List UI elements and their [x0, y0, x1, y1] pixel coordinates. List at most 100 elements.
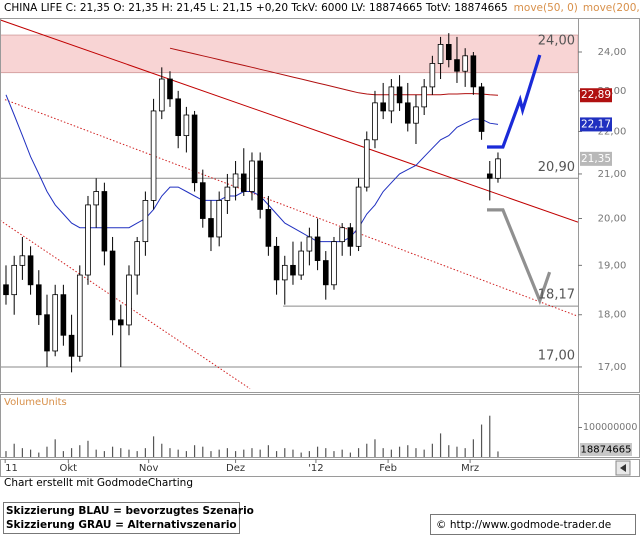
candle-body — [298, 250, 304, 276]
candle-body — [19, 255, 26, 266]
legend-gray: Skizzierung GRAU = Alternativszenario — [6, 519, 237, 531]
x-tick-label: Mrz — [461, 463, 479, 474]
candle-body — [109, 250, 116, 321]
value-box-label: 21,35 — [581, 153, 611, 165]
scenario — [487, 208, 552, 306]
candle-body — [183, 114, 190, 137]
y-tick-label: 24,00 — [598, 47, 627, 58]
legend-box — [3, 502, 240, 534]
candle-body — [273, 245, 280, 281]
candle-body — [117, 319, 124, 326]
candle-body — [68, 334, 75, 357]
candle-body — [199, 182, 206, 219]
y-tick-label: 17,00 — [598, 362, 627, 373]
level-label: 17,00 — [538, 348, 575, 363]
candle-body — [462, 55, 468, 72]
candle-body — [158, 78, 165, 112]
candle-body — [175, 98, 181, 137]
value-box-label: 18874665 — [581, 445, 632, 456]
candle-body — [290, 264, 296, 276]
candle-body — [240, 173, 247, 192]
x-tick-label: 11 — [5, 463, 18, 474]
candle-body — [355, 186, 362, 247]
candle-body — [126, 274, 132, 326]
candle-body — [322, 260, 329, 286]
value-box — [580, 151, 612, 166]
x-tick-label: Okt — [60, 463, 78, 474]
candle-body — [150, 110, 157, 201]
y-tick-label: 100000000 — [583, 422, 637, 433]
candle-body — [486, 173, 493, 179]
candle-body — [413, 106, 419, 124]
candle-body — [76, 274, 83, 357]
candle-body — [372, 102, 378, 141]
trendline — [1, 19, 578, 223]
scenario — [487, 54, 542, 149]
value-box — [580, 443, 632, 456]
y-tick-label: 19,00 — [598, 260, 627, 271]
candle-body — [11, 264, 17, 296]
legend-entry: move(200, 0) — [583, 2, 640, 14]
x-tick-label: Nov — [139, 463, 159, 474]
candle-body — [495, 158, 501, 179]
candle-body — [52, 294, 58, 352]
level-label: 20,90 — [538, 160, 575, 175]
candle-body — [257, 160, 263, 210]
candle-body — [445, 44, 452, 61]
candle-body — [363, 139, 370, 188]
source: © http://www.godmode-trader.de — [436, 519, 611, 531]
candle-body — [60, 294, 67, 336]
header: CHINA LIFE C: 21,35 O: 21,35 H: 21,45 L:… — [4, 2, 508, 14]
trendline — [1, 220, 251, 390]
candle-body — [347, 227, 354, 247]
x-tick-label: '12 — [308, 463, 323, 474]
candle-body — [421, 86, 427, 108]
candle-body — [404, 102, 411, 124]
legend-entry: move(50, 0) — [514, 2, 578, 14]
candle-body — [142, 200, 149, 243]
y-tick-label: 21,00 — [598, 169, 627, 180]
candle-body — [306, 236, 313, 252]
candle-body — [35, 284, 42, 316]
y-tick-label: 20,00 — [598, 214, 627, 225]
x-tick-label: Feb — [379, 463, 397, 474]
trendline — [4, 99, 578, 317]
value-box — [580, 117, 612, 132]
candle-body — [249, 160, 255, 192]
plot — [1, 19, 578, 390]
value-box-label: 22,17 — [581, 118, 611, 130]
candle-body — [331, 241, 337, 286]
candle-body — [27, 255, 34, 286]
credit: Chart erstellt mit GodmodeCharting — [4, 477, 193, 489]
level-label: 24,00 — [538, 33, 575, 48]
level-label: 18,17 — [538, 288, 575, 303]
volume-title: VolumeUnits — [4, 397, 67, 408]
candle-body — [265, 209, 272, 247]
value-box-label: 22,89 — [581, 89, 611, 101]
x-tick-label: Dez — [226, 463, 245, 474]
candle-body — [281, 264, 288, 281]
value-box — [580, 88, 612, 103]
candle-body — [134, 241, 140, 276]
resistance-zone — [1, 34, 578, 74]
candle-body — [380, 102, 386, 112]
candle-body — [44, 314, 50, 352]
candle-body — [224, 186, 231, 201]
candle-body — [93, 191, 99, 206]
candle-body — [396, 86, 403, 104]
moving-average — [169, 47, 499, 96]
candle-body — [85, 204, 91, 276]
candle-body — [454, 59, 460, 72]
candle-body — [232, 173, 239, 188]
candle-body — [470, 55, 477, 88]
candle-body — [339, 227, 345, 243]
scroll-arrow — [620, 464, 626, 472]
candle-body — [388, 86, 395, 112]
candle-body — [3, 284, 9, 296]
candle-body — [478, 86, 485, 132]
candle-body — [314, 236, 321, 261]
candle-body — [429, 63, 436, 88]
